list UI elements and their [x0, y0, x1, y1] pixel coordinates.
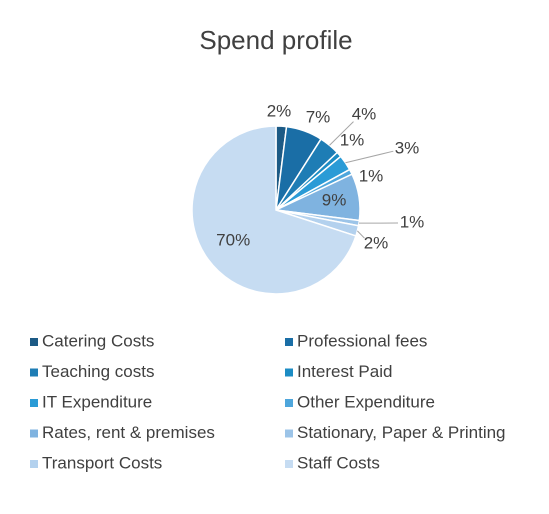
data-label: 7%	[306, 107, 331, 126]
legend-swatch	[30, 399, 38, 407]
leader-line	[345, 150, 394, 164]
legend-swatch	[285, 368, 293, 377]
data-label: 9%	[322, 190, 347, 209]
legend-swatch	[30, 460, 38, 468]
legend-label: Interest Paid	[297, 362, 392, 381]
legend-label: Staff Costs	[297, 453, 380, 472]
legend-label: Stationary, Paper & Printing	[297, 423, 506, 442]
data-label: 1%	[400, 212, 425, 231]
legend-label: Rates, rent & premises	[42, 423, 215, 442]
legend-swatch	[285, 460, 293, 468]
legend-label: Teaching costs	[42, 362, 154, 381]
leader-line	[357, 230, 365, 239]
leader-line	[329, 121, 354, 146]
legend-swatch	[30, 338, 38, 346]
legend-swatch	[285, 338, 293, 346]
data-label: 2%	[267, 101, 292, 120]
legend-label: Catering Costs	[42, 331, 154, 350]
legend-swatch	[30, 368, 38, 377]
legend-label: Other Expenditure	[297, 392, 435, 411]
legend-swatch	[285, 429, 293, 438]
data-label: 1%	[359, 166, 384, 185]
legend-label: IT Expenditure	[42, 392, 152, 411]
legend-swatch	[30, 429, 38, 438]
legend-swatch	[285, 399, 293, 407]
data-label: 3%	[395, 138, 420, 157]
data-label: 1%	[340, 130, 365, 149]
legend-label: Transport Costs	[42, 453, 162, 472]
chart-title: Spend profile	[199, 25, 352, 55]
legend-label: Professional fees	[297, 331, 427, 350]
data-label: 70%	[216, 231, 250, 250]
pie-slice	[191, 125, 357, 295]
data-label: 2%	[364, 233, 389, 252]
data-label: 4%	[352, 104, 377, 123]
